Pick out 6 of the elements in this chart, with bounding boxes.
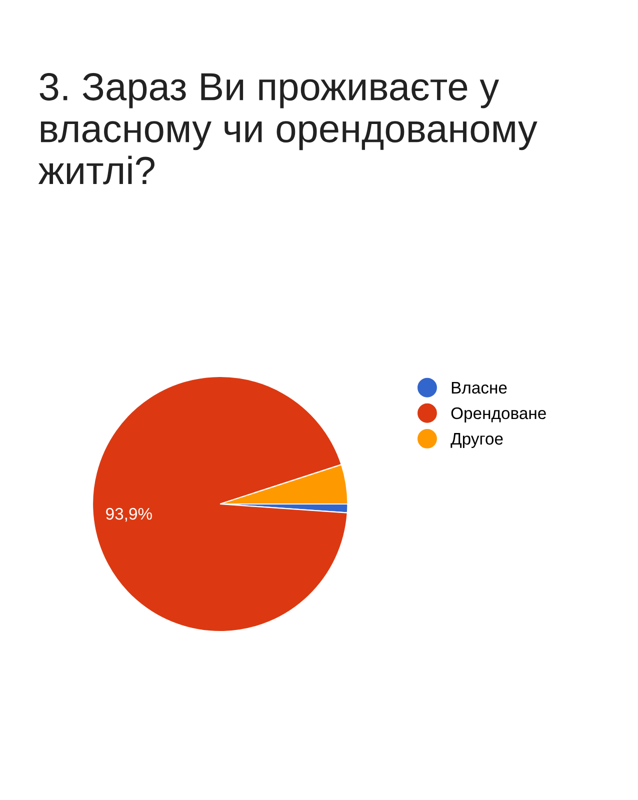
legend-label: Другое: [450, 433, 503, 448]
legend-label: Власне: [452, 382, 507, 394]
data-label: 93,9%: [106, 508, 152, 522]
legend-label: Орендоване: [451, 407, 546, 422]
chart-title: 3. Зараз Ви проживаєте у власному чи орендованому житлі?: [38, 73, 538, 184]
pie-slice: [92, 376, 348, 632]
